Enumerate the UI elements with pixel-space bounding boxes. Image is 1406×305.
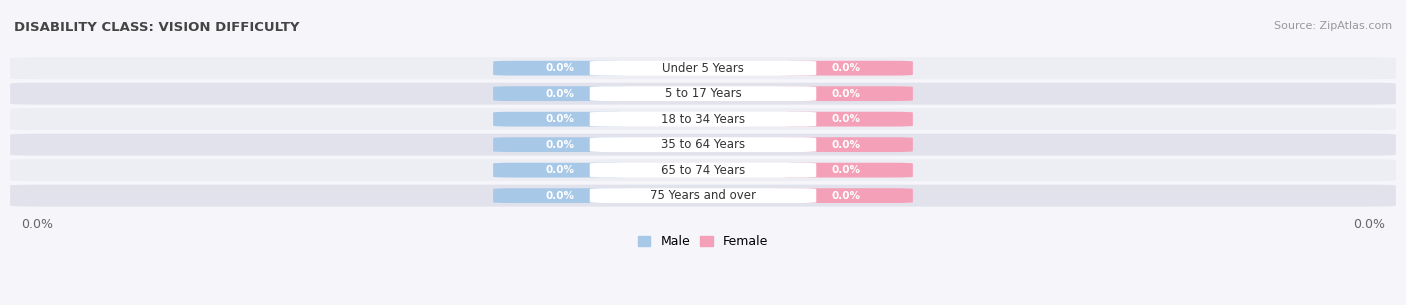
Text: 0.0%: 0.0% — [546, 191, 574, 201]
FancyBboxPatch shape — [10, 108, 1396, 130]
FancyBboxPatch shape — [10, 57, 1396, 79]
FancyBboxPatch shape — [589, 163, 817, 178]
FancyBboxPatch shape — [494, 112, 627, 127]
FancyBboxPatch shape — [589, 112, 817, 127]
FancyBboxPatch shape — [10, 83, 1396, 105]
Text: 35 to 64 Years: 35 to 64 Years — [661, 138, 745, 151]
Text: 75 Years and over: 75 Years and over — [650, 189, 756, 202]
FancyBboxPatch shape — [779, 137, 912, 152]
Text: 65 to 74 Years: 65 to 74 Years — [661, 163, 745, 177]
Text: 18 to 34 Years: 18 to 34 Years — [661, 113, 745, 126]
Text: 0.0%: 0.0% — [832, 140, 860, 150]
Text: 0.0%: 0.0% — [546, 140, 574, 150]
FancyBboxPatch shape — [494, 61, 627, 76]
Legend: Male, Female: Male, Female — [636, 233, 770, 251]
FancyBboxPatch shape — [494, 86, 627, 101]
FancyBboxPatch shape — [589, 61, 817, 76]
Text: 0.0%: 0.0% — [832, 165, 860, 175]
Text: 5 to 17 Years: 5 to 17 Years — [665, 87, 741, 100]
FancyBboxPatch shape — [779, 112, 912, 127]
FancyBboxPatch shape — [779, 61, 912, 76]
FancyBboxPatch shape — [494, 137, 627, 152]
FancyBboxPatch shape — [589, 188, 817, 203]
FancyBboxPatch shape — [494, 188, 627, 203]
Text: 0.0%: 0.0% — [832, 89, 860, 99]
FancyBboxPatch shape — [10, 134, 1396, 156]
Text: 0.0%: 0.0% — [546, 165, 574, 175]
Text: 0.0%: 0.0% — [546, 63, 574, 73]
Text: 0.0%: 0.0% — [832, 114, 860, 124]
Text: 0.0%: 0.0% — [546, 114, 574, 124]
Text: Under 5 Years: Under 5 Years — [662, 62, 744, 75]
Text: 0.0%: 0.0% — [832, 63, 860, 73]
FancyBboxPatch shape — [779, 188, 912, 203]
Text: Source: ZipAtlas.com: Source: ZipAtlas.com — [1274, 21, 1392, 31]
FancyBboxPatch shape — [10, 185, 1396, 206]
FancyBboxPatch shape — [779, 163, 912, 178]
FancyBboxPatch shape — [589, 86, 817, 101]
FancyBboxPatch shape — [494, 163, 627, 178]
Text: DISABILITY CLASS: VISION DIFFICULTY: DISABILITY CLASS: VISION DIFFICULTY — [14, 21, 299, 34]
Text: 0.0%: 0.0% — [832, 191, 860, 201]
FancyBboxPatch shape — [779, 86, 912, 101]
Text: 0.0%: 0.0% — [546, 89, 574, 99]
FancyBboxPatch shape — [589, 137, 817, 152]
FancyBboxPatch shape — [10, 159, 1396, 181]
